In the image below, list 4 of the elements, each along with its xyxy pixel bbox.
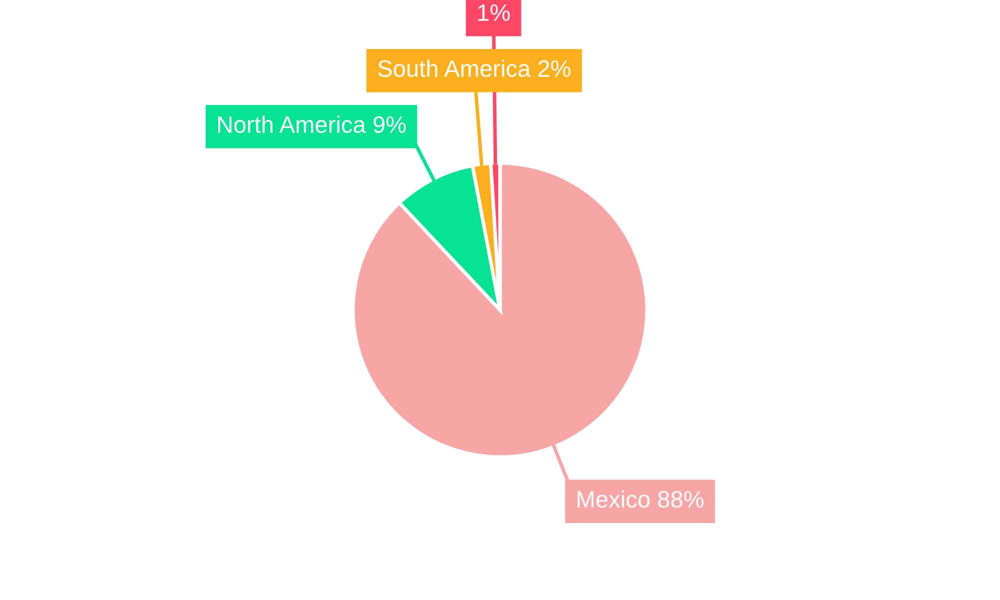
slice-label: Mexico 88% xyxy=(578,490,704,508)
slice-label: South America 2% xyxy=(378,60,570,77)
data-label: 1% xyxy=(478,4,510,21)
slice-label: North America 9% xyxy=(218,116,406,133)
